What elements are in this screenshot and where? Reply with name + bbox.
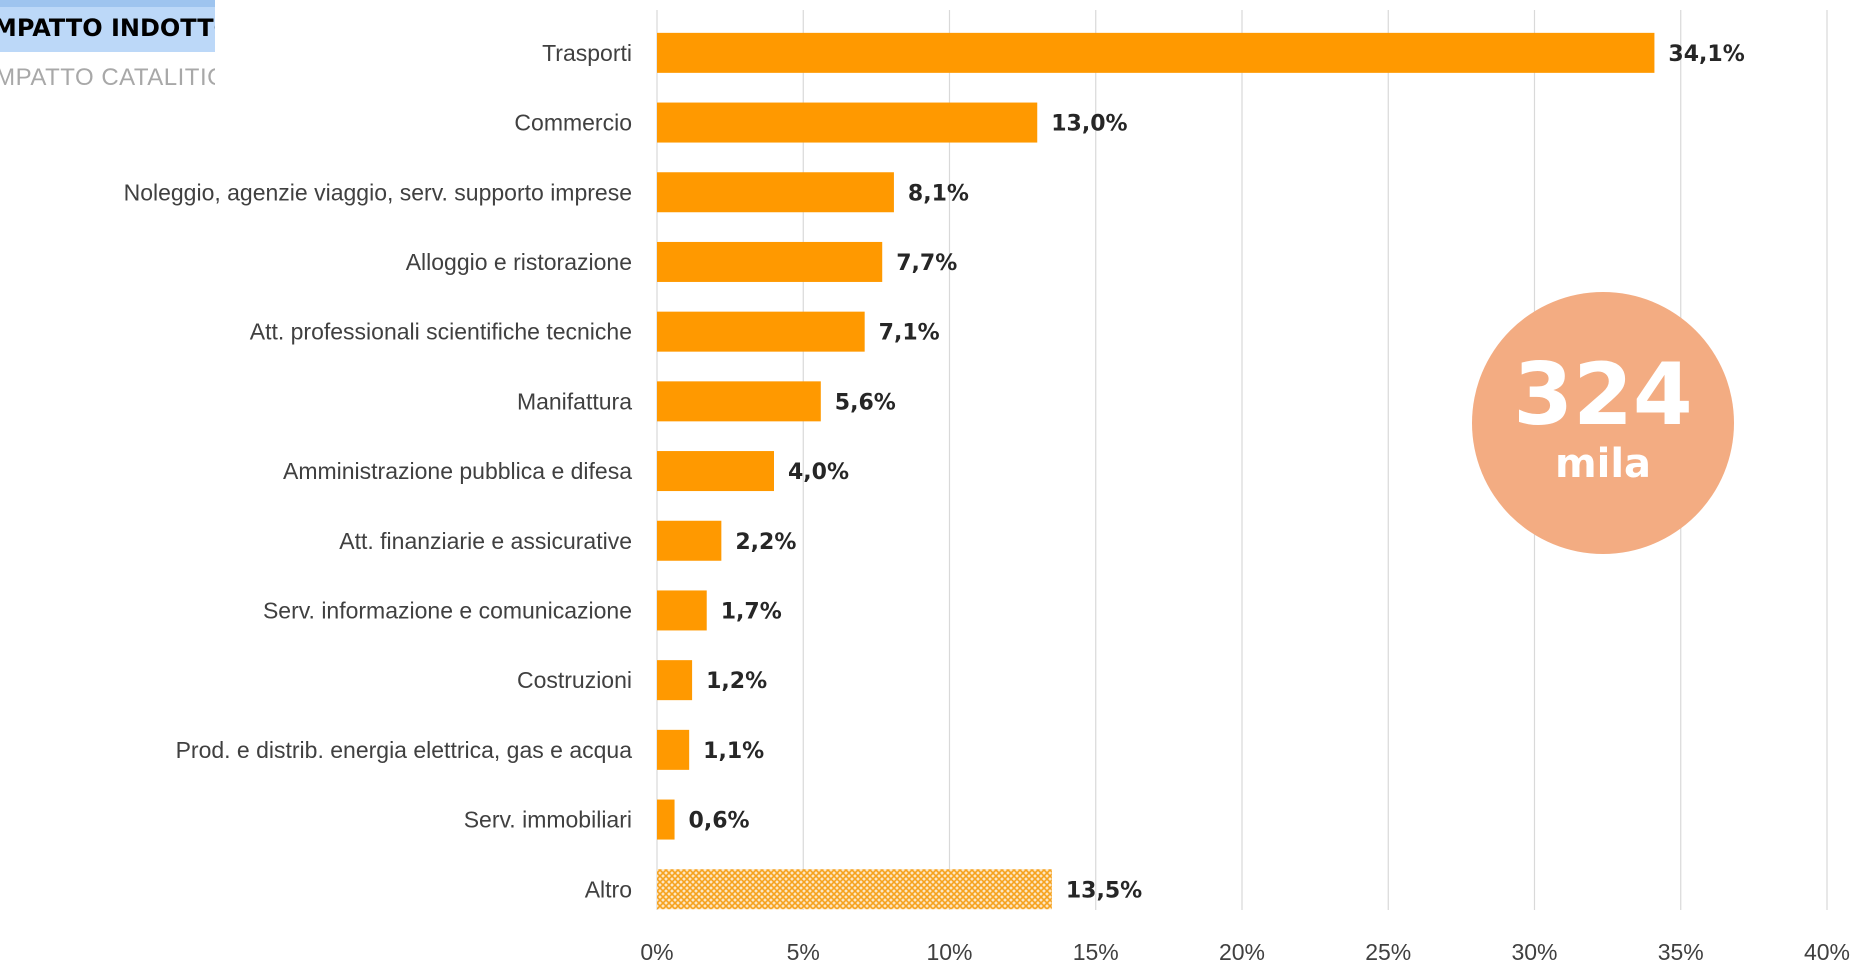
- value-label: 1,7%: [721, 599, 782, 624]
- bar: [657, 381, 821, 422]
- value-label: 7,7%: [896, 251, 957, 276]
- bar: [657, 451, 774, 492]
- bar: [657, 520, 722, 561]
- x-tick-labels: 0% 5% 10% 15% 20% 25% 30% 35% 40%: [640, 939, 1850, 965]
- category-label: Noleggio, agenzie viaggio, serv. support…: [124, 179, 632, 205]
- bar: [657, 241, 883, 282]
- tab-impatto-catalitico-label: IMPATTO CATALITICO: [0, 64, 215, 91]
- value-labels: 34,1% 13,0% 8,1% 7,7% 7,1% 5,6% 4,0% 2,2% 1,7% 1,…: [689, 42, 1745, 903]
- value-label: 13,0%: [1051, 112, 1127, 137]
- bar: [657, 660, 693, 701]
- category-label: Prod. e distrib. energia elettrica, gas …: [176, 737, 633, 763]
- value-label: 1,2%: [706, 669, 767, 694]
- bar: [657, 590, 707, 631]
- value-label: 4,0%: [788, 460, 849, 485]
- category-label: Costruzioni: [517, 667, 632, 693]
- category-label: Att. finanziarie e assicurative: [339, 528, 632, 554]
- value-label: 5,6%: [835, 390, 896, 415]
- x-tick-label: 25%: [1365, 939, 1411, 965]
- tab-impatto-indotto[interactable]: IMPATTO INDOTTO: [0, 0, 215, 52]
- bars-group: [657, 32, 1655, 910]
- value-label: 1,1%: [703, 739, 764, 764]
- bar: [657, 869, 1052, 910]
- bar: [657, 311, 865, 352]
- category-labels: Trasporti Commercio Noleggio, agenzie viag…: [124, 40, 633, 902]
- badge-number: 324: [1513, 345, 1693, 445]
- category-label: Manifattura: [517, 388, 632, 414]
- bar: [657, 799, 675, 840]
- category-label: Trasporti: [542, 40, 632, 66]
- category-label: Att. professionali scientifiche tecniche: [250, 319, 632, 345]
- value-label: 8,1%: [908, 181, 969, 206]
- value-label: 2,2%: [735, 530, 796, 555]
- value-label: 7,1%: [879, 321, 940, 346]
- tab-impatto-catalitico[interactable]: IMPATTO CATALITICO: [0, 60, 215, 96]
- tab-impatto-indotto-label: IMPATTO INDOTTO: [0, 14, 215, 42]
- x-tick-label: 40%: [1804, 939, 1850, 965]
- category-label: Serv. immobiliari: [464, 807, 632, 833]
- category-label: Amministrazione pubblica e difesa: [283, 458, 632, 484]
- x-tick-label: 35%: [1658, 939, 1704, 965]
- bar: [657, 172, 894, 213]
- value-label: 13,5%: [1066, 878, 1142, 903]
- bar: [657, 102, 1038, 143]
- badge-unit: mila: [1554, 441, 1652, 487]
- bar: [657, 32, 1655, 73]
- category-label: Altro: [585, 876, 632, 902]
- x-tick-label: 20%: [1219, 939, 1265, 965]
- bar: [657, 729, 690, 770]
- x-tick-label: 0%: [640, 939, 673, 965]
- x-tick-label: 10%: [926, 939, 972, 965]
- x-tick-label: 15%: [1073, 939, 1119, 965]
- total-badge: 324 mila: [1472, 292, 1734, 554]
- value-label: 0,6%: [689, 809, 750, 834]
- category-label: Serv. informazione e comunicazione: [263, 597, 632, 623]
- value-label: 34,1%: [1668, 42, 1744, 67]
- category-label: Commercio: [514, 110, 632, 136]
- x-tick-label: 5%: [787, 939, 820, 965]
- x-tick-label: 30%: [1511, 939, 1557, 965]
- category-label: Alloggio e ristorazione: [406, 249, 632, 275]
